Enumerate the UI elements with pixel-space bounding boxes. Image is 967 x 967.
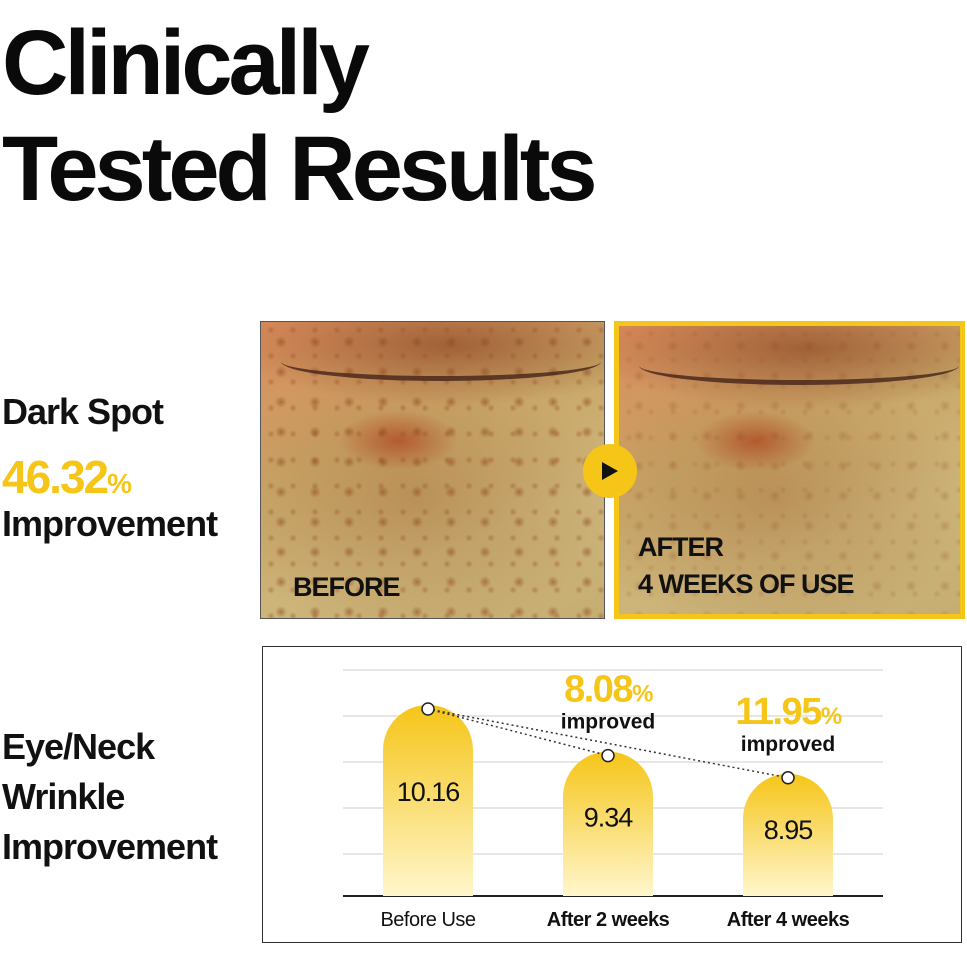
trend-line-2: [427, 708, 789, 779]
before-photo: BEFORE: [260, 321, 605, 619]
after-photo: AFTER 4 WEEKS OF USE: [614, 321, 965, 619]
wrinkle-title-line-2: Wrinkle: [2, 776, 125, 817]
wrinkle-chart-svg: 10.16 Before Use 9.34 After 2 weeks 8.95 Afte…: [343, 669, 883, 931]
after-label-line-1: AFTER: [638, 532, 724, 562]
page-headline: Clinically Tested Results: [2, 10, 598, 222]
dark-spot-value-unit: %: [107, 468, 133, 499]
wrinkle-title-line-3: Improvement: [2, 826, 218, 867]
category-label-1: Before Use: [380, 909, 475, 931]
category-label-3: After 4 weeks: [727, 909, 850, 931]
bar-value-label-1: 10.16: [397, 777, 460, 807]
play-arrow-icon: [602, 462, 618, 480]
dark-spot-value-number: 46.32: [2, 451, 109, 503]
before-photo-eyelid: [281, 342, 601, 381]
annotation-text-2: improved: [741, 733, 836, 756]
dark-spot-title: Dark Spot: [2, 391, 164, 432]
bar-value-label-2: 9.34: [584, 803, 634, 833]
trend-line-1: [427, 708, 609, 757]
point-1: [421, 702, 435, 716]
point-3: [781, 771, 795, 785]
bar-value-label-3: 8.95: [764, 815, 813, 845]
bar-3: [743, 773, 833, 896]
headline-line-2: Tested Results: [2, 118, 598, 220]
category-label-2: After 2 weeks: [547, 909, 670, 931]
wrinkle-title-line-1: Eye/Neck: [2, 726, 155, 767]
dark-spot-subtitle: Improvement: [2, 503, 218, 544]
annotation-text-1: improved: [561, 711, 656, 734]
after-photo-eyelid: [639, 346, 959, 385]
bar-1: [383, 705, 473, 896]
after-label: AFTER 4 WEEKS OF USE: [638, 529, 855, 603]
bar-2: [563, 751, 653, 896]
point-2: [601, 748, 615, 763]
annotation-number-2: 11.95: [735, 691, 822, 733]
annotation-value-2: 11.95%: [735, 691, 842, 733]
next-arrow-button[interactable]: [583, 444, 637, 498]
annotation-unit-1: %: [632, 681, 653, 708]
annotation-value-1: 8.08%: [564, 669, 653, 711]
before-label: BEFORE: [293, 572, 401, 602]
dark-spot-value: 46.32%: [2, 450, 132, 504]
wrinkle-title: Eye/Neck Wrinkle Improvement: [2, 722, 252, 872]
wrinkle-chart: 10.16 Before Use 9.34 After 2 weeks 8.95 Afte…: [262, 646, 962, 943]
headline-line-1: Clinically: [2, 12, 370, 114]
after-label-line-2: 4 WEEKS OF USE: [638, 569, 855, 599]
annotation-unit-2: %: [821, 703, 842, 730]
annotation-number-1: 8.08: [564, 669, 632, 711]
